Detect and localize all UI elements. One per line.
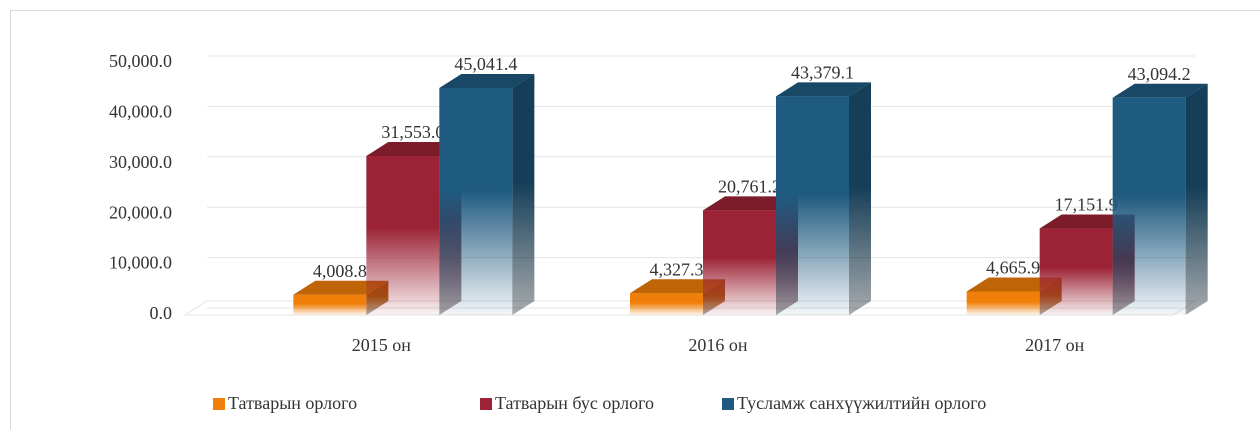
value-label: 4,008.8 xyxy=(313,261,367,281)
bar-top-shade xyxy=(1039,214,1135,229)
value-label: 43,379.1 xyxy=(791,62,854,82)
bar-top xyxy=(1112,83,1208,98)
bar-side xyxy=(512,73,535,316)
bar xyxy=(1039,228,1113,315)
value-label: 31,553.0 xyxy=(381,122,444,142)
bar-top-shade xyxy=(966,277,1062,292)
bar xyxy=(366,155,440,315)
y-tick-label: 10,000.0 xyxy=(109,253,172,273)
y-tick-label: 50,000.0 xyxy=(109,51,172,71)
y-tick-label: 0.0 xyxy=(150,303,173,323)
legend-label: Татварын бус орлого xyxy=(495,393,654,413)
bar-top xyxy=(293,280,389,295)
bar-top xyxy=(1039,214,1135,229)
x-tick-label: 2015 он xyxy=(352,335,412,355)
bar xyxy=(776,96,849,315)
y-tick-label: 40,000.0 xyxy=(109,102,172,122)
y-tick-label: 20,000.0 xyxy=(109,202,172,222)
bar xyxy=(703,210,776,315)
bar xyxy=(293,294,367,315)
bar xyxy=(1112,97,1186,315)
legend-swatch xyxy=(213,398,225,410)
bar-top xyxy=(703,196,798,211)
legend-swatch xyxy=(722,398,734,410)
bar xyxy=(966,291,1040,315)
bar-side xyxy=(1185,83,1208,315)
bar xyxy=(630,293,703,315)
bar-top xyxy=(776,82,871,97)
legend-label: Татварын орлого xyxy=(228,393,357,413)
legend-swatch xyxy=(480,398,492,410)
bar-top xyxy=(439,73,535,88)
bar-top-shade xyxy=(439,73,535,88)
bar-top-shade xyxy=(366,141,462,156)
value-label: 4,327.3 xyxy=(650,259,704,279)
x-tick-label: 2016 он xyxy=(688,335,748,355)
legend-label: Тусламж санхүүжилтийн орлого xyxy=(737,393,986,413)
bar-top xyxy=(366,141,462,156)
bar-top-shade xyxy=(703,196,798,211)
bar-top xyxy=(966,277,1062,292)
value-label: 20,761.2 xyxy=(718,176,781,196)
bar-top-shade xyxy=(293,280,389,295)
y-tick-label: 30,000.0 xyxy=(109,152,172,172)
value-label: 4,665.9 xyxy=(986,258,1040,278)
bar-top-shade xyxy=(1112,83,1208,98)
bar-top xyxy=(630,279,725,294)
bar-top-shade xyxy=(776,82,871,97)
bar-side-shade xyxy=(512,73,535,316)
bar xyxy=(439,87,513,316)
value-label: 45,041.4 xyxy=(454,54,517,74)
bar-side xyxy=(849,82,871,315)
bar-side-shade xyxy=(849,82,871,315)
value-label: 17,151.9 xyxy=(1055,195,1118,215)
frame xyxy=(10,10,1260,430)
value-label: 43,094.2 xyxy=(1128,64,1191,84)
bar-top-shade xyxy=(630,279,725,294)
bar-side-shade xyxy=(1185,83,1208,315)
x-tick-label: 2017 он xyxy=(1025,335,1085,355)
